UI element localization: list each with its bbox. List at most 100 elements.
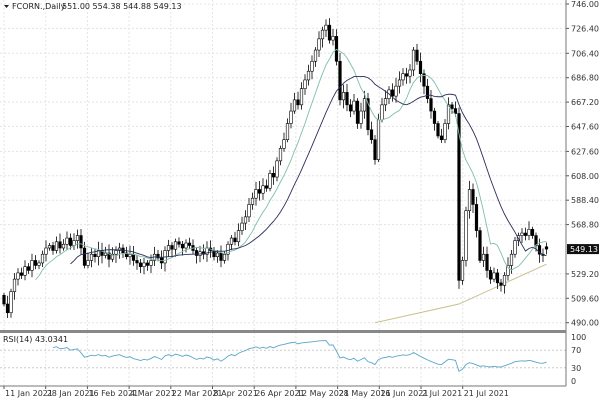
candle-bull [467,189,472,211]
candle-bear [530,229,535,236]
candle-bear [348,104,353,112]
price-label: 529.20 [571,270,599,279]
candle-bull [114,250,118,255]
candle-bear [135,260,139,264]
candle-bear [296,99,300,106]
candle-bear [194,250,199,256]
candle-bull [397,79,402,87]
candles-layer [2,18,549,319]
candle-bear [33,260,38,266]
candle-bull [30,260,34,271]
panel-separator [0,330,566,333]
candle-bear [390,89,395,97]
candle-bull [142,262,146,267]
ohlc-readout: 551.00 554.38 544.88 549.13 [62,2,182,11]
date-label: 8 Apr 2021 [214,389,258,398]
candle-bull [222,253,227,261]
candle-bull [215,252,220,258]
candle-bear [271,173,276,178]
candle-bear [233,237,237,243]
candle-bull [460,260,465,281]
candle-bear [453,108,458,114]
candle-bear [488,270,493,280]
grid [0,0,566,386]
candle-bear [544,246,549,250]
candle-bear [334,36,339,62]
candle-bear [485,253,489,271]
candle-bull [506,265,510,276]
candle-bear [26,266,31,271]
candle-bull [408,69,412,77]
candle-bull [75,235,80,241]
candle-bull [443,123,447,140]
triangle-down-icon[interactable] [4,5,9,8]
candle-bull [299,88,304,106]
candle-bull [509,253,514,266]
candle-bear [51,245,55,251]
candle-bull [320,29,325,40]
chart-header: FCORN.,Daily 551.00 554.38 544.88 549.13 [4,2,182,11]
date-label: 26 Apr 2021 [255,389,304,398]
candle-bull [226,243,230,255]
ma-long-layer [374,263,547,324]
candle-bear [338,60,342,101]
price-label: 726.40 [571,24,599,33]
candle-bear [478,230,482,261]
date-label: 4 Mar 2021 [130,389,176,398]
candle-bear [537,245,542,255]
candle-bull [317,38,321,51]
candle-bull [275,160,279,178]
price-label: 608.00 [571,172,599,181]
candle-bear [495,272,500,284]
candle-bull [341,92,346,101]
candle-bull [250,197,255,205]
date-label: 16 Jun 2021 [380,389,428,398]
candle-bear [131,253,136,261]
candle-bull [47,245,52,249]
candle-bear [471,189,475,205]
moving-averages-layer [35,48,547,281]
price-label: 647.60 [571,122,599,131]
candle-bull [359,110,363,124]
price-label: 568.80 [571,221,599,230]
candle-bear [82,247,87,266]
candle-bull [520,232,524,236]
candle-bull [110,253,115,260]
candle-bull [9,291,13,314]
candle-bull [254,189,258,199]
candle-bull [285,123,290,140]
candle-bull [324,24,328,31]
candle-bear [499,282,503,286]
candle-bull [243,216,248,224]
candle-bull [376,119,381,160]
candle-bull [89,253,94,261]
candle-bull [306,70,311,81]
candle-bull [282,139,286,149]
candle-bear [422,73,426,87]
candle-bull [37,262,41,266]
candle-bear [264,185,269,189]
candle-bear [474,204,479,231]
ma-fast-line [35,48,547,281]
candle-bull [173,241,178,250]
date-label: 2 Jul 2021 [422,389,462,398]
candle-bull [527,229,531,236]
candle-bull [513,240,517,255]
candle-bear [93,253,97,258]
ma-long-line [374,263,547,324]
candle-bull [149,260,153,266]
candle-bull [128,253,132,258]
rsi-level-label: 100 [571,333,586,342]
candle-bear [177,241,181,245]
price-label: 509.60 [571,294,599,303]
candle-bear [180,243,185,249]
candle-bull [310,60,314,72]
candle-bear [2,295,6,305]
candle-bull [65,237,69,245]
candle-bear [366,98,370,131]
candle-bear [439,135,444,140]
candle-bull [229,237,234,245]
price-label: 667.20 [571,98,599,107]
